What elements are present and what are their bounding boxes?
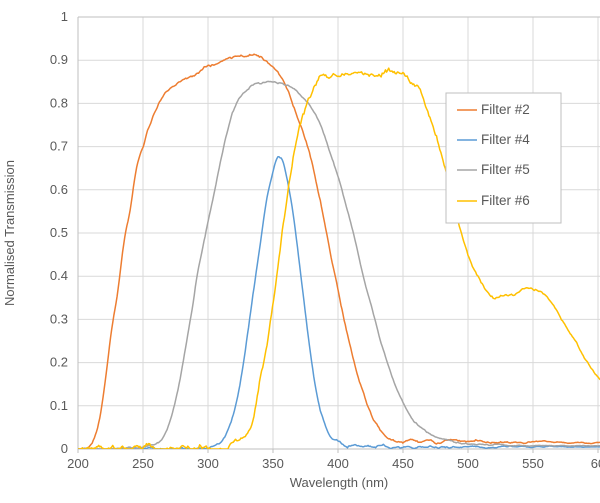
svg-text:Wavelength (nm): Wavelength (nm) — [290, 475, 389, 490]
svg-text:550: 550 — [522, 456, 544, 471]
svg-text:500: 500 — [457, 456, 479, 471]
svg-text:0.1: 0.1 — [50, 398, 68, 413]
svg-text:Filter #5: Filter #5 — [481, 162, 530, 177]
svg-text:400: 400 — [327, 456, 349, 471]
svg-text:Filter #2: Filter #2 — [481, 102, 530, 117]
svg-text:300: 300 — [197, 456, 219, 471]
svg-text:0.4: 0.4 — [50, 268, 68, 283]
svg-text:450: 450 — [392, 456, 414, 471]
svg-text:Normalised Transmission: Normalised Transmission — [2, 160, 17, 306]
svg-text:0.9: 0.9 — [50, 52, 68, 67]
svg-text:350: 350 — [262, 456, 284, 471]
svg-text:0.2: 0.2 — [50, 355, 68, 370]
svg-text:0: 0 — [61, 441, 68, 456]
svg-text:0.3: 0.3 — [50, 311, 68, 326]
svg-text:1: 1 — [61, 9, 68, 24]
svg-text:Filter #6: Filter #6 — [481, 193, 530, 208]
svg-text:250: 250 — [132, 456, 154, 471]
svg-text:0.5: 0.5 — [50, 225, 68, 240]
svg-text:0.8: 0.8 — [50, 95, 68, 110]
svg-text:Filter #4: Filter #4 — [481, 132, 530, 147]
svg-text:0.6: 0.6 — [50, 182, 68, 197]
svg-text:0.7: 0.7 — [50, 139, 68, 154]
svg-text:200: 200 — [67, 456, 89, 471]
svg-text:60: 60 — [591, 456, 600, 471]
